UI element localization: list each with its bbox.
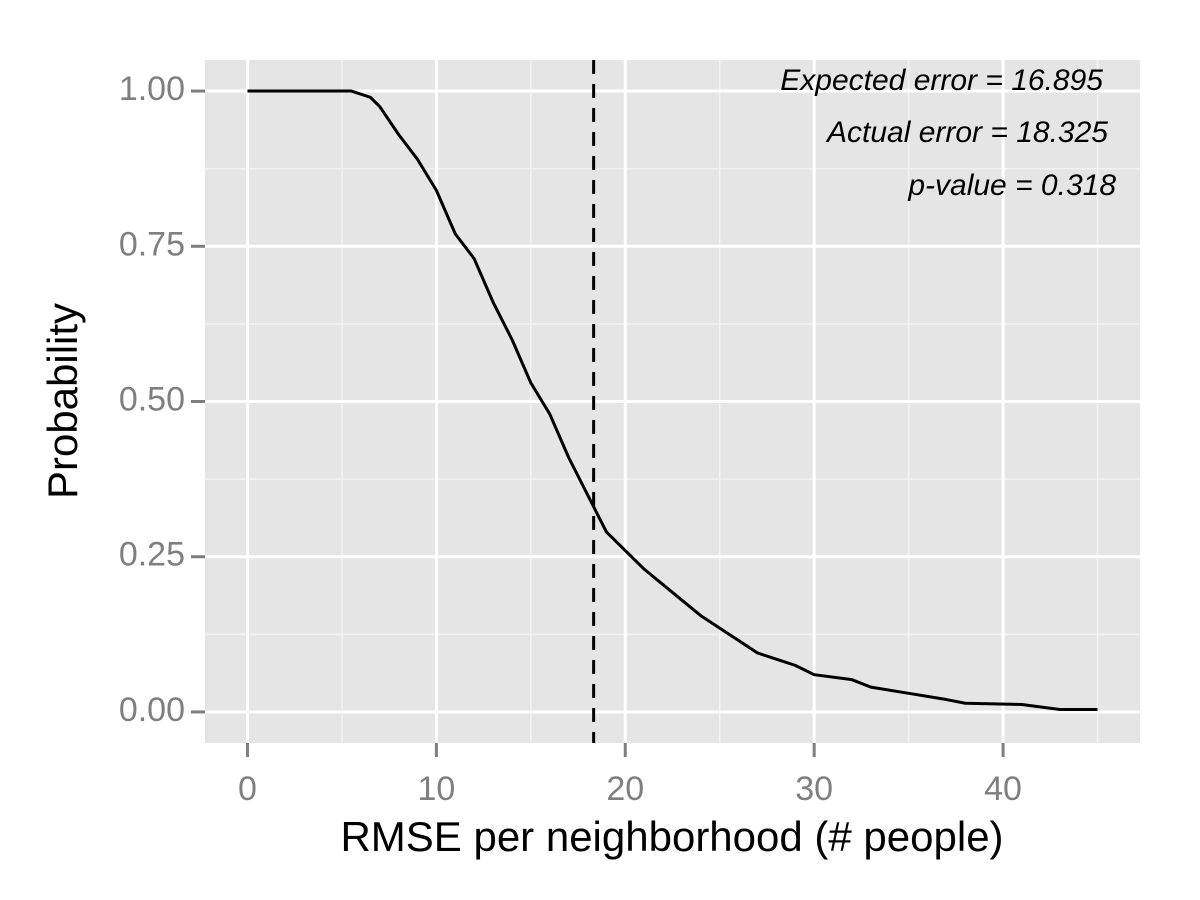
axes: 0 10 20 30 40 0.00 0.25 0.50 0.75 1.00: [119, 70, 1022, 808]
annotation: p-value = 0.318: [907, 169, 1116, 202]
x-tick-label: 40: [984, 770, 1022, 808]
x-tick-label: 0: [238, 770, 257, 808]
y-tick-label: 0.50: [119, 380, 185, 418]
y-axis-title: Probability: [39, 303, 86, 499]
x-tick-label: 10: [417, 770, 455, 808]
marks: [247, 60, 1098, 743]
grid: [205, 60, 1140, 743]
x-tick-label: 30: [795, 770, 833, 808]
annotation: Actual error = 18.325: [825, 116, 1108, 149]
annotation: Expected error = 16.895: [780, 64, 1103, 97]
line: [247, 89, 1098, 711]
y-tick-label: 0.25: [119, 536, 185, 574]
y-tick-label: 1.00: [119, 70, 185, 108]
x-tick-label: 20: [606, 770, 644, 808]
x-axis-title: RMSE per neighborhood (# people): [340, 813, 1003, 860]
y-tick-label: 0.00: [119, 691, 185, 729]
y-tick-label: 0.75: [119, 225, 185, 263]
